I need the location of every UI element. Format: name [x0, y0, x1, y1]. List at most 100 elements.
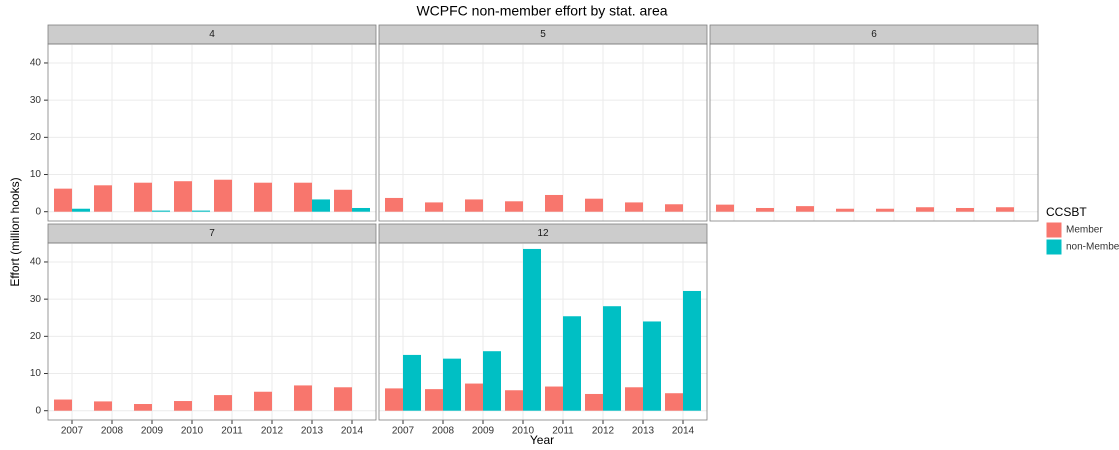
bar — [665, 393, 683, 411]
x-tick-label: 2008 — [432, 426, 455, 437]
bar — [443, 358, 461, 411]
bar — [643, 321, 661, 411]
y-tick-label: 0 — [35, 405, 41, 416]
bar — [716, 204, 734, 212]
bar — [254, 182, 272, 212]
bar — [294, 182, 312, 212]
bar — [334, 387, 352, 411]
bar — [876, 208, 894, 212]
bar — [603, 306, 621, 411]
y-tick-label: 0 — [35, 206, 41, 217]
legend-title: CCSBT — [1046, 205, 1087, 219]
panel-border — [709, 43, 1039, 222]
strip-label: 6 — [871, 29, 877, 40]
bar — [563, 316, 581, 411]
y-tick-label: 40 — [30, 58, 42, 69]
x-tick-label: 2013 — [301, 426, 324, 437]
bar — [214, 395, 232, 411]
legend-key — [1045, 221, 1063, 239]
panel-background — [48, 243, 376, 420]
bar — [916, 207, 934, 212]
bar — [192, 210, 210, 212]
bar — [134, 182, 152, 212]
bar — [294, 385, 312, 411]
bar — [425, 202, 443, 212]
x-tick-label: 2007 — [61, 426, 84, 437]
bar — [254, 391, 272, 411]
y-axis-title: Effort (million hooks) — [8, 177, 22, 286]
bar — [465, 199, 483, 212]
strip-label: 5 — [540, 29, 546, 40]
y-tick-label: 30 — [30, 294, 42, 305]
bar — [94, 401, 112, 411]
bar — [174, 401, 192, 411]
x-tick-label: 2009 — [472, 426, 495, 437]
bar — [756, 207, 774, 212]
legend-key — [1045, 238, 1063, 256]
bar — [505, 201, 523, 212]
bar — [334, 189, 352, 212]
x-tick-label: 2011 — [552, 426, 574, 437]
x-tick-label: 2014 — [672, 426, 695, 437]
x-tick-label: 2013 — [632, 426, 655, 437]
bar — [352, 207, 370, 212]
strip-label: 7 — [209, 228, 215, 239]
legend-label: non-Member — [1066, 242, 1119, 253]
y-tick-label: 10 — [30, 169, 42, 180]
bar — [214, 179, 232, 212]
y-tick-label: 20 — [30, 331, 42, 342]
bar — [585, 393, 603, 411]
bar — [54, 188, 72, 212]
strip-label: 12 — [537, 228, 549, 239]
y-tick-label: 10 — [30, 368, 42, 379]
bar — [545, 194, 563, 212]
panel-background — [379, 44, 707, 221]
bar — [174, 181, 192, 212]
bar — [545, 386, 563, 411]
bar — [956, 207, 974, 212]
strip-label: 4 — [209, 29, 215, 40]
bar — [312, 199, 330, 212]
y-tick-label: 30 — [30, 95, 42, 106]
panel-border — [47, 43, 377, 222]
panel-border — [378, 43, 708, 222]
bar — [152, 210, 170, 212]
bar — [836, 208, 854, 212]
y-tick-label: 40 — [30, 257, 42, 268]
bar — [385, 197, 403, 212]
x-tick-label: 2010 — [181, 426, 204, 437]
bar — [625, 202, 643, 212]
x-tick-label: 2007 — [392, 426, 415, 437]
x-tick-label: 2012 — [261, 426, 284, 437]
y-tick-label: 20 — [30, 132, 42, 143]
x-tick-label: 2014 — [341, 426, 364, 437]
bar — [625, 387, 643, 411]
x-axis-title: Year — [530, 433, 554, 447]
panel-border — [378, 242, 708, 421]
x-tick-label: 2011 — [221, 426, 243, 437]
x-tick-label: 2010 — [512, 426, 535, 437]
bar — [505, 390, 523, 411]
bar — [403, 354, 421, 411]
x-tick-label: 2008 — [101, 426, 124, 437]
bar — [94, 185, 112, 212]
bar — [683, 290, 701, 411]
panel-border — [47, 242, 377, 421]
bar — [483, 351, 501, 411]
bar — [425, 389, 443, 411]
panel-background — [710, 44, 1038, 221]
x-tick-label: 2012 — [592, 426, 615, 437]
x-tick-label: 2009 — [141, 426, 164, 437]
bar — [54, 399, 72, 411]
bar — [134, 404, 152, 411]
chart-title: WCPFC non-member effort by stat. area — [416, 3, 667, 19]
bar — [996, 207, 1014, 212]
bar — [523, 248, 541, 411]
bar — [385, 388, 403, 411]
bar — [796, 206, 814, 212]
legend-label: Member — [1066, 225, 1103, 236]
bar — [585, 198, 603, 212]
bar — [72, 208, 90, 212]
bar — [465, 383, 483, 411]
